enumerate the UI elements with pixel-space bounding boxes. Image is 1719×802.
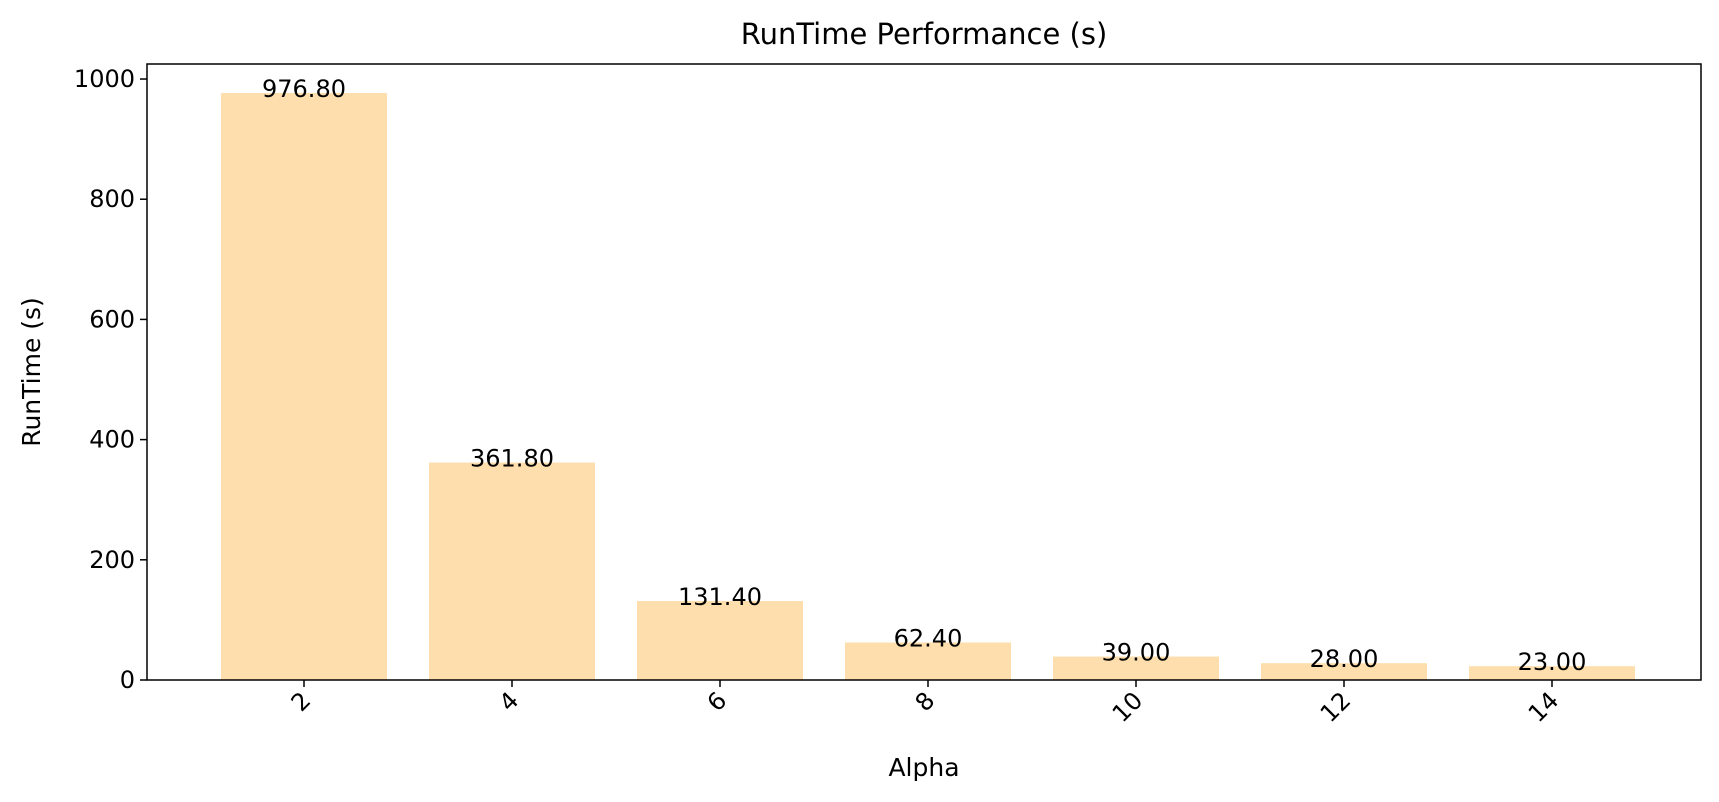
bar-4 — [429, 462, 595, 680]
chart-title: RunTime Performance (s) — [741, 17, 1108, 51]
bar-value-label: 28.00 — [1310, 645, 1379, 673]
bar-value-label: 976.80 — [262, 75, 346, 103]
y-tick-label: 400 — [89, 426, 135, 454]
y-axis-label: RunTime (s) — [17, 297, 46, 447]
bar-14 — [1469, 666, 1635, 680]
bar-value-label: 361.80 — [470, 445, 554, 473]
y-axis: 0 200 400 600 800 1000 — [74, 65, 147, 694]
bar-value-label: 39.00 — [1102, 639, 1171, 667]
bar-8 — [845, 642, 1011, 680]
plot-frame — [146, 63, 1702, 681]
bar-2 — [221, 92, 387, 680]
bar-value-label: 23.00 — [1518, 648, 1587, 676]
bar-value-labels: 976.80 361.80 131.40 62.40 39.00 28.00 23.00 — [262, 75, 1586, 676]
y-tick-label: 0 — [120, 666, 135, 694]
y-tick-label: 200 — [89, 546, 135, 574]
bar-12 — [1261, 663, 1427, 680]
bar-6 — [637, 601, 803, 680]
y-tick-label: 800 — [89, 185, 135, 213]
y-tick-label: 600 — [89, 305, 135, 333]
bars-group — [221, 92, 1635, 680]
y-tick-label: 1000 — [74, 65, 135, 93]
x-axis-label: Alpha — [888, 753, 959, 782]
bar-10 — [1053, 656, 1219, 680]
bar-value-label: 62.40 — [894, 624, 963, 652]
bar-value-label: 131.40 — [678, 583, 762, 611]
